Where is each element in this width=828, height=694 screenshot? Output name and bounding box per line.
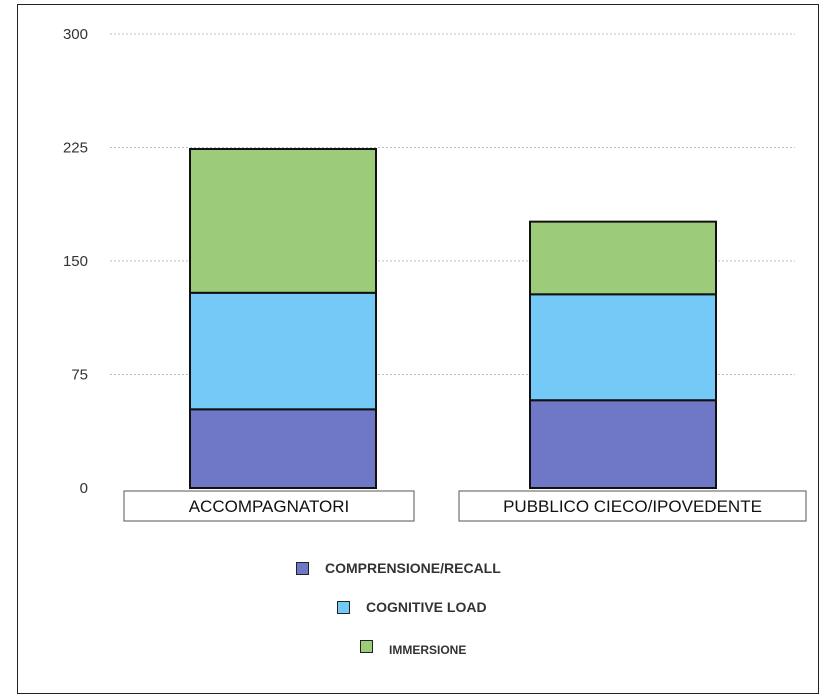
category-label-box [458, 490, 807, 522]
y-tick-label: 300 [63, 26, 88, 43]
legend-label-cognitive-load: COGNITIVE LOAD [366, 599, 487, 615]
y-tick-label: 75 [71, 367, 88, 384]
category-label-box [123, 490, 415, 522]
bar-segment [189, 291, 377, 411]
bars [189, 148, 717, 490]
bar-segment [529, 399, 717, 489]
legend-swatch-comprensione-recall [296, 561, 309, 575]
stacked-bar-chart: 0 75 150 225 300 ACCOMPAGNATORI PUBBLICO CIEC… [63, 26, 807, 522]
legend-item-immersione: IMMERSIONE [360, 639, 467, 657]
bar-segment [189, 148, 377, 294]
legend-item-cognitive-load: COGNITIVE LOAD [337, 599, 487, 615]
legend-swatch-cognitive-load [337, 600, 350, 614]
x-category-label: PUBBLICO CIECO/IPOVEDENTE [503, 497, 762, 516]
y-axis-ticks: 0 75 150 225 300 [63, 26, 88, 497]
legend-label-immersione: IMMERSIONE [389, 643, 467, 657]
y-tick-label: 150 [63, 253, 88, 270]
y-tick-label: 225 [63, 140, 88, 157]
legend-item-comprensione-recall: COMPRENSIONE/RECALL [296, 560, 501, 576]
bar-segment [529, 293, 717, 402]
legend-label-comprensione-recall: COMPRENSIONE/RECALL [325, 560, 501, 576]
x-axis-category-labels: ACCOMPAGNATORI PUBBLICO CIECO/IPOVEDENTE [123, 490, 807, 522]
legend-swatch-immersione [360, 639, 373, 653]
bar-segment [529, 220, 717, 296]
y-tick-label: 0 [80, 480, 88, 497]
bar-segment [189, 408, 377, 490]
x-category-label: ACCOMPAGNATORI [189, 497, 350, 516]
